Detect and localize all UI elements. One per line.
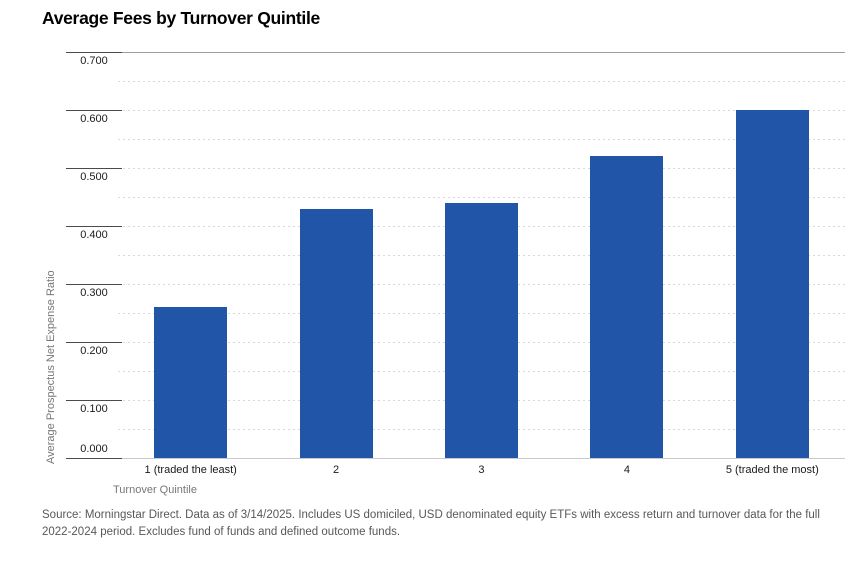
grid-line: [118, 197, 845, 198]
bar: [154, 307, 228, 458]
y-axis-title: Average Prospectus Net Expense Ratio: [45, 270, 57, 464]
y-tick-rule: [66, 458, 122, 459]
source-note-line1: Source: Morningstar Direct. Data as of 3…: [42, 509, 820, 521]
x-axis-title: Turnover Quintile: [113, 484, 197, 496]
y-tick-rule: [66, 342, 122, 343]
bar: [445, 202, 518, 458]
y-tick-label: 0.700: [80, 55, 108, 67]
y-tick-label: 0.400: [80, 229, 108, 241]
y-tick-label: 0.200: [80, 345, 108, 357]
grid-line: [118, 81, 845, 82]
y-tick-label: 0.600: [80, 113, 108, 125]
x-axis-line: [118, 458, 845, 459]
bar: [735, 110, 809, 458]
grid-line: [118, 110, 845, 111]
chart-title: Average Fees by Turnover Quintile: [42, 8, 320, 28]
bar: [299, 208, 373, 458]
x-tick-label: 2: [333, 464, 340, 476]
y-tick-rule: [66, 400, 122, 401]
grid-line: [118, 168, 845, 169]
grid-line: [118, 139, 845, 140]
y-tick-label: 0.500: [80, 171, 108, 183]
x-tick-label: 5 (traded the most): [725, 464, 819, 476]
y-tick-rule: [66, 110, 122, 111]
source-note: Source: Morningstar Direct. Data as of 3…: [42, 507, 820, 540]
x-tick-label: 4: [623, 464, 630, 476]
source-note-line2: 2022-2024 period. Excludes fund of funds…: [42, 525, 401, 538]
x-tick-label: 3: [478, 464, 485, 476]
y-tick-rule: [66, 168, 122, 169]
y-tick-rule: [66, 284, 122, 285]
plot-top-rule: [118, 52, 845, 53]
bar: [590, 156, 664, 458]
y-tick-rule: [66, 226, 122, 227]
y-tick-rule: [66, 52, 122, 53]
y-tick-label: 0.100: [80, 403, 108, 415]
y-tick-label: 0.300: [80, 287, 108, 299]
x-tick-label: 1 (traded the least): [144, 464, 237, 476]
y-tick-label: 0.000: [80, 443, 108, 455]
